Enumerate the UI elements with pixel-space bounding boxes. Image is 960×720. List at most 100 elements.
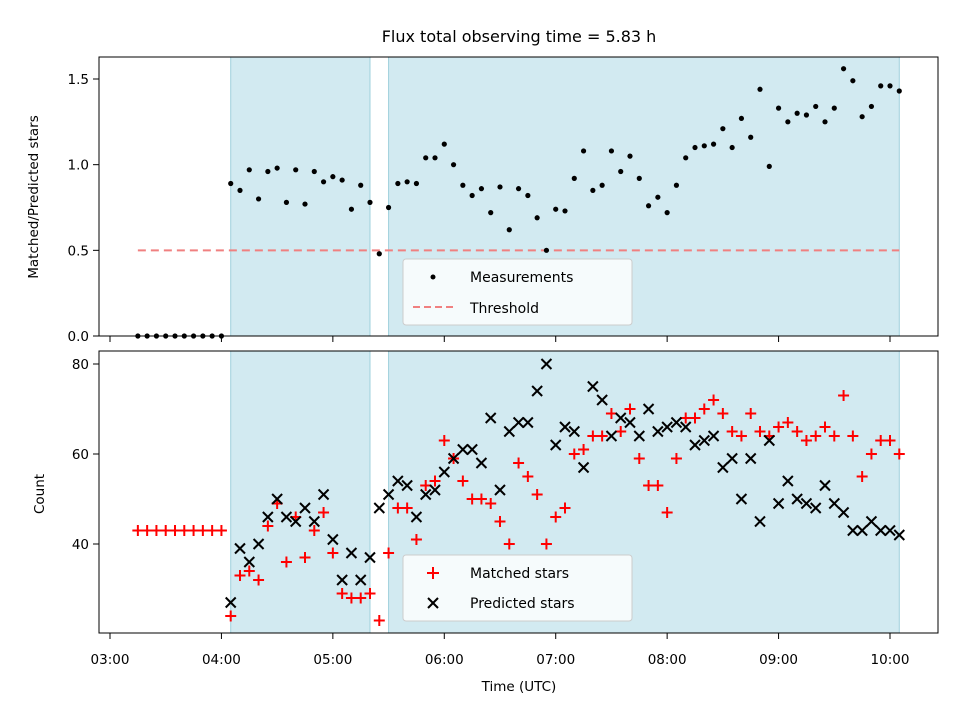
measurement-point <box>358 182 364 188</box>
matched-star-point <box>559 502 571 514</box>
measurement-point <box>701 143 707 149</box>
predicted-star-point <box>884 524 896 537</box>
predicted-star-point <box>568 425 580 438</box>
matched-star-point <box>531 489 543 500</box>
measurement-point <box>395 180 401 187</box>
x-tick-label: 04:00 <box>202 652 241 668</box>
measurement-point <box>887 83 893 89</box>
predicted-star-point <box>763 434 775 447</box>
bottom-panel: 40 60 80 Count Matched stars Predicted sta… <box>32 350 939 639</box>
measurement-point <box>738 115 745 122</box>
measurement-point <box>562 208 568 214</box>
matched-star-point <box>485 498 497 509</box>
matched-star-point <box>336 588 348 599</box>
bottom-legend-box <box>402 554 633 622</box>
matched-star-point <box>150 525 162 536</box>
predicted-star-point <box>652 425 664 438</box>
predicted-star-point <box>689 439 701 451</box>
legend-predicted-marker <box>427 597 439 609</box>
top-legend-box <box>402 258 633 326</box>
measurement-point <box>608 148 615 154</box>
measurement-point <box>757 86 763 92</box>
predicted-star-point <box>234 542 246 555</box>
predicted-star-point <box>494 484 506 496</box>
measurement-point <box>404 179 410 185</box>
matched-star-point <box>791 426 803 437</box>
legend-measurements-marker <box>430 274 436 280</box>
predicted-star-point <box>355 574 367 586</box>
matched-star-point <box>188 525 200 536</box>
predicted-star-point <box>550 439 562 451</box>
matched-star-point <box>550 511 562 523</box>
matched-star-point <box>494 516 506 527</box>
matched-star-point <box>652 480 664 491</box>
matched-star-point <box>503 538 515 550</box>
measurement-point <box>423 155 429 161</box>
predicted-star-point <box>447 452 460 465</box>
measurement-point <box>348 206 355 212</box>
predicted-star-point <box>531 385 543 397</box>
matched-star-point <box>624 403 636 415</box>
matched-star-point <box>708 394 720 406</box>
measurement-point <box>534 215 540 221</box>
matched-star-point <box>513 457 525 469</box>
measurement-point <box>627 153 633 159</box>
matched-star-point <box>800 435 812 446</box>
predicted-star-point <box>243 556 255 568</box>
predicted-star-point <box>782 475 794 487</box>
matched-star-point <box>466 493 478 505</box>
matched-star-point <box>364 588 376 599</box>
matched-star-point <box>540 538 552 550</box>
matched-star-point <box>838 390 850 401</box>
predicted-star-point <box>364 551 376 564</box>
matched-star-point <box>280 556 292 568</box>
matched-star-point <box>373 615 385 626</box>
matched-star-point <box>587 430 599 442</box>
matched-star-point <box>782 417 794 428</box>
top-panel-frame <box>98 56 939 337</box>
matched-star-point <box>401 502 413 514</box>
measurement-point <box>590 187 596 193</box>
measurement-point <box>553 206 559 212</box>
matched-star-point <box>643 480 655 491</box>
measurement-point <box>367 199 373 205</box>
measurement-point <box>469 192 475 199</box>
measurement-point <box>506 227 512 233</box>
legend-measurements-label: Measurements <box>470 270 573 286</box>
predicted-star-point <box>290 515 302 528</box>
predicted-star-point <box>345 547 358 559</box>
observing-interval-0 <box>230 56 371 337</box>
measurement-point <box>255 196 262 202</box>
predicted-star-point <box>559 421 571 433</box>
matched-star-point <box>429 475 441 487</box>
measurement-point <box>896 88 902 94</box>
predicted-star-point <box>373 502 385 514</box>
matched-star-point <box>522 471 534 482</box>
predicted-star-point <box>615 412 627 424</box>
matched-star-point <box>141 525 153 536</box>
predicted-star-point <box>317 488 330 501</box>
measurement-point <box>246 167 252 173</box>
measurement-point <box>692 144 698 151</box>
measurement-point <box>840 66 847 72</box>
measurement-point <box>283 199 290 205</box>
predicted-star-point <box>392 475 404 487</box>
matched-star-point <box>633 453 645 464</box>
predicted-star-point <box>605 430 618 442</box>
predicted-star-point <box>791 493 803 505</box>
matched-star-point <box>169 525 181 536</box>
predicted-star-point <box>512 416 525 429</box>
measurement-point <box>543 247 550 253</box>
measurement-point <box>720 126 726 132</box>
x-tick-label: 03:00 <box>91 652 130 668</box>
measurement-point <box>813 103 819 110</box>
measurement-point <box>515 186 522 192</box>
measurement-point <box>664 210 670 216</box>
matched-star-point <box>773 421 785 433</box>
y-tick-label: 40 <box>72 537 89 553</box>
predicted-star-point <box>670 416 683 429</box>
matched-star-point <box>810 430 822 442</box>
measurement-point <box>450 162 457 168</box>
legend-matched-label: Matched stars <box>470 566 569 582</box>
matched-star-point <box>717 408 729 419</box>
